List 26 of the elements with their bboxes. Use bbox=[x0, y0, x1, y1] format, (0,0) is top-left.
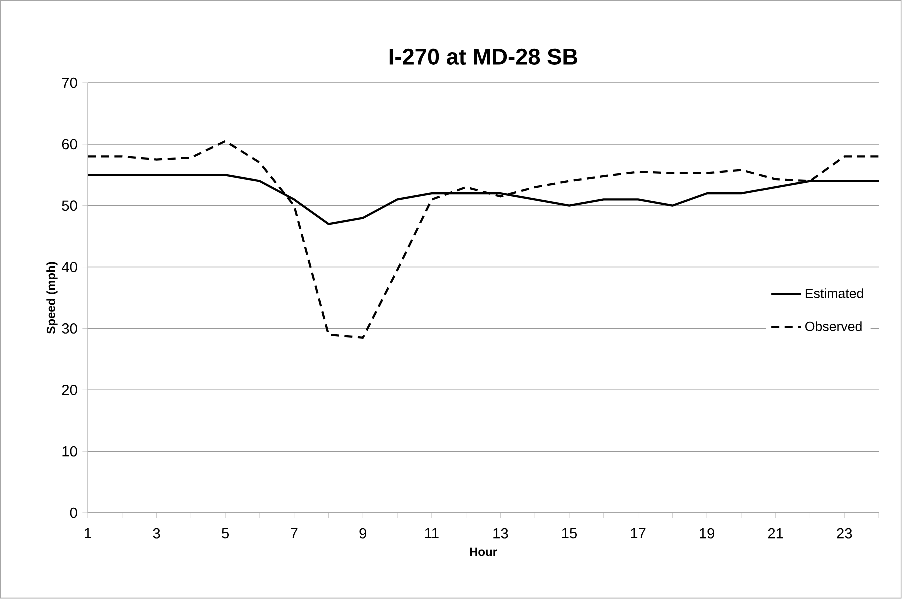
y-tick-label: 20 bbox=[62, 384, 78, 396]
chart-title: I-270 at MD-28 SB bbox=[390, 48, 578, 65]
y-tick-label: 60 bbox=[62, 139, 78, 150]
y-tick-label: 70 bbox=[62, 78, 78, 88]
x-tick-label: 9 bbox=[360, 528, 367, 539]
legend-label: Observed bbox=[806, 322, 862, 332]
y-tick-label: 10 bbox=[62, 446, 78, 457]
y-tick-label: 50 bbox=[62, 200, 78, 212]
x-tick-label: 17 bbox=[631, 528, 646, 538]
legend-label: Estimated bbox=[806, 288, 864, 298]
x-tick-label: 1 bbox=[85, 528, 92, 538]
x-tick-label: 15 bbox=[562, 528, 578, 539]
x-axis-title: Hour bbox=[470, 548, 498, 556]
y-tick-label: 0 bbox=[70, 508, 78, 518]
y-tick-label: 40 bbox=[62, 262, 78, 272]
x-tick-label: 5 bbox=[222, 528, 230, 539]
y-axis-title: Speed (mph) bbox=[46, 262, 58, 334]
x-tick-label: 3 bbox=[153, 528, 160, 539]
line-series bbox=[86, 140, 880, 339]
x-tick-label: 13 bbox=[494, 528, 508, 539]
x-tick-label: 23 bbox=[837, 528, 852, 539]
y-tick-label: 30 bbox=[62, 324, 78, 334]
x-tick-label: 11 bbox=[425, 528, 439, 538]
x-tick-label: 7 bbox=[291, 528, 298, 538]
x-tick-label: 21 bbox=[768, 528, 784, 539]
x-tick-label: 19 bbox=[700, 528, 715, 539]
